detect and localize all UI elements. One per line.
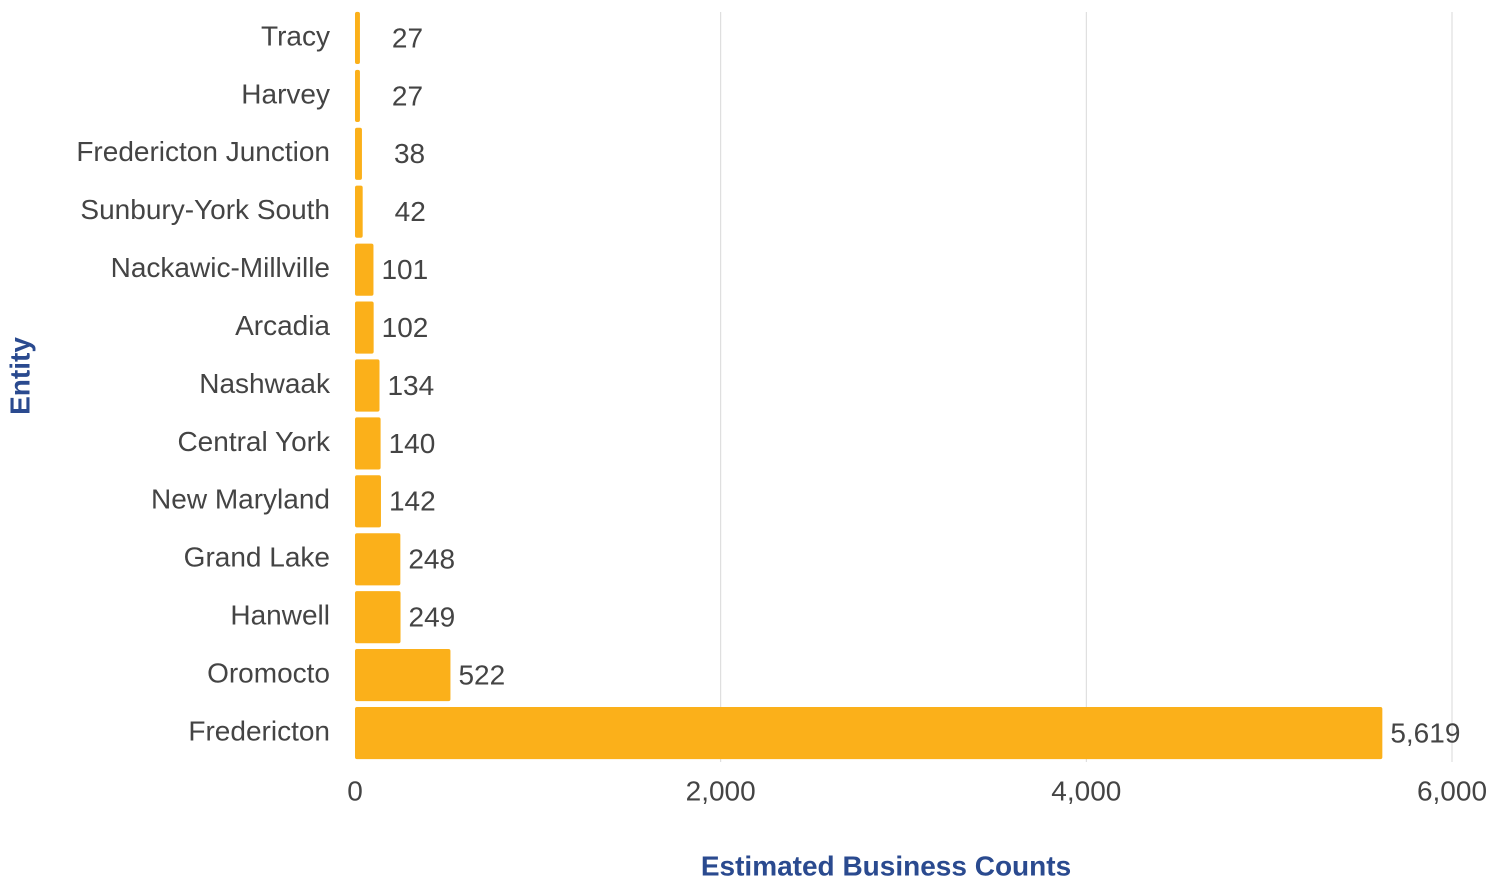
bar [355, 706, 1383, 760]
bar [355, 301, 374, 354]
bar [355, 475, 381, 528]
y-tick-label: Sunbury-York South [80, 194, 330, 225]
y-tick-label: Grand Lake [184, 542, 330, 573]
y-tick-label: Nackawic-Millville [111, 252, 330, 283]
value-label: 134 [387, 370, 434, 401]
value-label: 522 [458, 660, 505, 691]
x-axis-title: Estimated Business Counts [701, 850, 1071, 881]
x-tick-label: 0 [347, 775, 363, 806]
bar [355, 533, 401, 586]
x-tick-label: 4,000 [1051, 775, 1121, 806]
y-tick-label: Arcadia [235, 310, 330, 341]
value-label: 38 [394, 138, 425, 169]
y-tick-label: New Maryland [151, 484, 330, 515]
value-label: 140 [389, 428, 436, 459]
y-tick-label: Nashwaak [199, 368, 331, 399]
value-label: 142 [389, 486, 436, 517]
y-tick-label: Harvey [241, 78, 330, 109]
y-tick-label: Oromocto [207, 658, 330, 689]
y-tick-label: Tracy [261, 20, 330, 51]
value-label: 27 [392, 80, 423, 111]
y-tick-label: Central York [177, 426, 331, 457]
y-tick-label: Fredericton [188, 715, 330, 746]
bar [355, 185, 363, 238]
bar [355, 11, 360, 65]
value-label: 5,619 [1390, 717, 1460, 748]
bar [355, 243, 374, 296]
y-axis-title: Entity [4, 337, 35, 415]
bar [355, 591, 401, 644]
value-label: 27 [392, 22, 423, 53]
bar [355, 649, 451, 702]
value-label: 42 [395, 196, 426, 227]
value-label: 248 [408, 544, 455, 575]
value-label: 249 [409, 602, 456, 633]
value-label: 102 [382, 312, 429, 343]
value-label: 101 [381, 254, 428, 285]
bar [355, 359, 380, 412]
x-tick-label: 2,000 [686, 775, 756, 806]
bar [355, 127, 362, 180]
x-tick-label: 6,000 [1417, 775, 1487, 806]
bar [355, 69, 360, 122]
y-tick-label: Fredericton Junction [76, 136, 330, 167]
bar [355, 417, 381, 470]
y-tick-label: Hanwell [230, 600, 330, 631]
